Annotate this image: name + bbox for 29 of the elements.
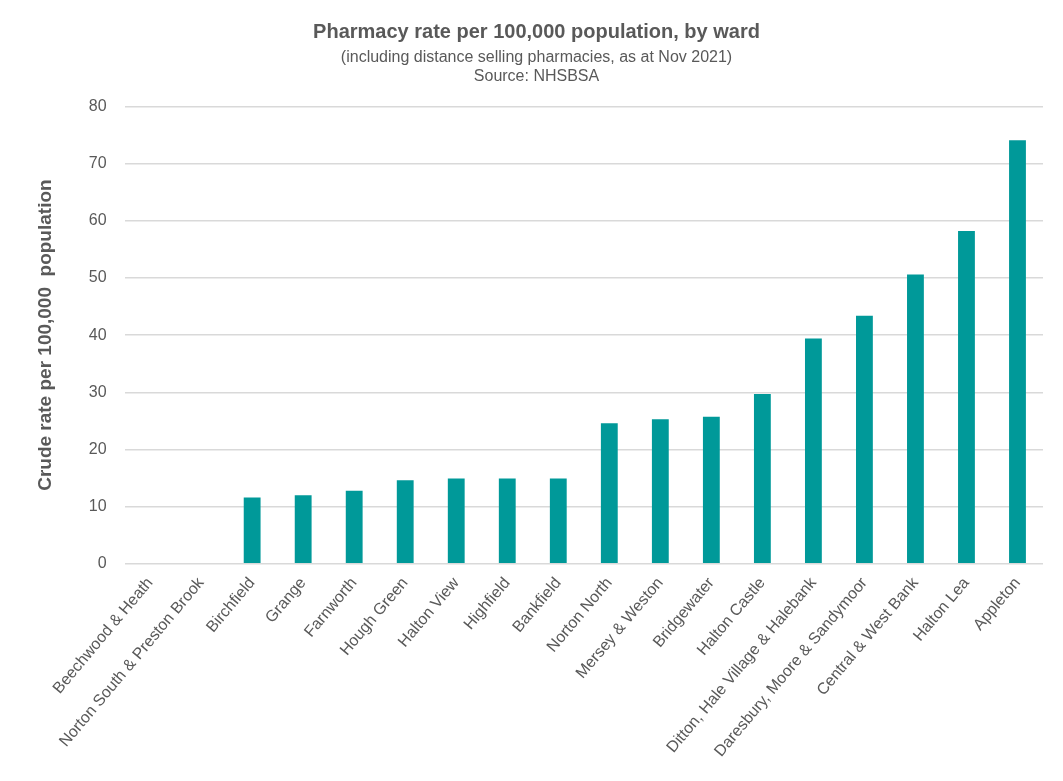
bar xyxy=(447,478,465,564)
bar xyxy=(856,315,873,564)
y-tick-label: 30 xyxy=(88,382,107,400)
bar xyxy=(396,480,414,564)
y-tick-label: 50 xyxy=(88,268,107,286)
bar xyxy=(345,490,363,564)
bar xyxy=(1009,140,1026,564)
y-axis-title: Crude rate per 100,000 population xyxy=(33,179,55,491)
bar xyxy=(549,478,567,564)
bar xyxy=(498,478,516,564)
bar xyxy=(753,394,771,564)
chart-subtitle: (including distance selling pharmacies, as at Nov 2021) xyxy=(340,48,733,66)
chart-title: Pharmacy rate per 100,000 population, by ward xyxy=(313,19,760,42)
y-tick-label: 60 xyxy=(88,211,107,229)
bar xyxy=(651,419,669,564)
source-note: Source: NHSBSA xyxy=(473,67,600,85)
bar xyxy=(907,274,924,564)
y-tick-label: 20 xyxy=(88,439,107,457)
bar xyxy=(600,423,618,564)
y-tick-label: 80 xyxy=(88,96,107,114)
y-tick-label: 0 xyxy=(97,554,107,572)
y-tick-label: 40 xyxy=(88,325,107,343)
bar xyxy=(294,495,312,564)
y-tick-label: 70 xyxy=(88,153,107,171)
bar xyxy=(804,338,822,564)
bar xyxy=(958,231,975,564)
bar xyxy=(243,497,261,564)
bar xyxy=(702,416,720,564)
y-tick-label: 10 xyxy=(88,497,107,515)
